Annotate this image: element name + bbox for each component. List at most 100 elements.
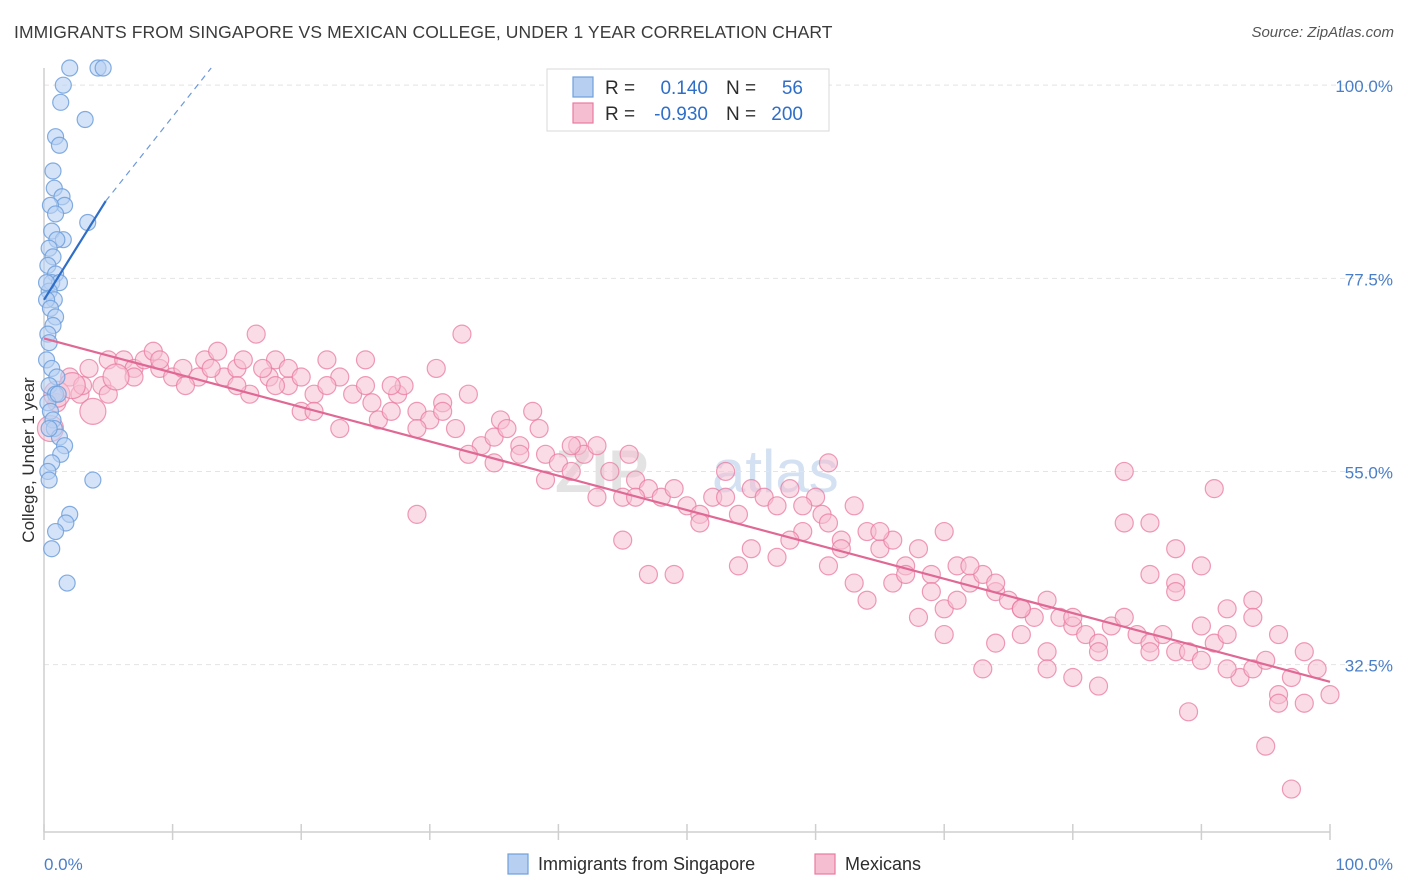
mexicans-point-157	[947, 590, 967, 610]
mexicans-point-28	[355, 376, 376, 396]
mexicans-point-195	[317, 376, 337, 396]
legend-r-label-1: R =	[605, 78, 635, 99]
singapore-point-51	[43, 540, 61, 558]
singapore-point-47	[84, 471, 102, 489]
mexicans-point-151	[1166, 582, 1186, 602]
bottom-legend-label-singapore: Immigrants from Singapore	[538, 854, 755, 874]
bottom-legend: Immigrants from Singapore Mexicans	[507, 853, 921, 875]
mexicans-point-73	[818, 513, 839, 533]
mexicans-point-80	[908, 539, 929, 559]
mexicans-point-68	[767, 496, 787, 516]
singapore-point-2	[94, 59, 112, 77]
mexicans-point-122	[986, 573, 1006, 593]
mexicans-point-64	[715, 461, 736, 482]
singapore-trend-line-extension	[105, 67, 212, 202]
singapore-point-50	[46, 522, 65, 541]
mexicans-point-60	[664, 479, 684, 499]
mexicans-point-110	[1294, 693, 1314, 713]
mexicans-points	[36, 324, 1340, 799]
mexicans-point-36	[426, 358, 446, 379]
legend-r-value-2: -0.930	[654, 104, 708, 125]
y-tick-label-1: 55.0%	[1345, 463, 1393, 482]
mexicans-point-104	[1217, 624, 1237, 645]
source-label: Source: ZipAtlas.com	[1251, 24, 1394, 41]
mexicans-point-112	[1320, 685, 1340, 705]
mexicans-point-138	[986, 633, 1006, 653]
bottom-legend-swatch-singapore	[507, 853, 529, 875]
mexicans-point-134	[1294, 642, 1314, 662]
mexicans-point-46	[523, 401, 543, 421]
legend-swatch-singapore	[572, 76, 594, 98]
legend-r-value-1: 0.140	[660, 78, 708, 99]
mexicans-point-141	[1140, 642, 1160, 662]
mexicans-point-194	[291, 367, 311, 387]
mexicans-point-115	[728, 556, 749, 576]
mexicans-point-65	[728, 504, 749, 524]
mexicans-point-128	[1140, 513, 1160, 533]
mexicans-point-119	[908, 607, 929, 627]
mexicans-point-173	[535, 470, 556, 490]
mexicans-point-144	[1217, 659, 1237, 679]
mexicans-point-153	[1140, 564, 1160, 585]
mexicans-point-193	[265, 376, 286, 396]
mexicans-point-169	[638, 564, 659, 585]
singapore-point-4	[52, 93, 70, 111]
mexicans-point-127	[1114, 513, 1134, 533]
mexicans-point-17	[233, 350, 253, 370]
mexicans-point-39	[452, 324, 472, 344]
mexicans-point-large-3	[79, 397, 107, 425]
mexicans-point-139	[1037, 659, 1057, 679]
mexicans-point-188	[150, 350, 170, 370]
bottom-legend-label-mexicans: Mexicans	[845, 854, 921, 874]
singapore-point-3	[54, 76, 72, 94]
legend-n-value-1: 56	[782, 78, 803, 99]
y-axis-label: College, Under 1 year	[19, 377, 38, 543]
mexicans-point-121	[960, 556, 980, 576]
mexicans-point-167	[690, 513, 710, 533]
mexicans-point-177	[433, 401, 453, 421]
mexicans-point-2	[79, 358, 99, 379]
mexicans-point-123	[1011, 624, 1031, 645]
mexicans-point-163	[793, 496, 813, 516]
mexicans-point-155	[1011, 599, 1031, 619]
mexicans-point-147	[1281, 779, 1302, 799]
mexicans-point-131	[1217, 599, 1237, 619]
mexicans-point-181	[330, 418, 350, 439]
mexicans-point-149	[1178, 702, 1199, 722]
mexicans-point-44	[497, 418, 517, 439]
mexicans-point-118	[857, 590, 877, 610]
legend-n-value-2: 200	[771, 104, 803, 125]
mexicans-point-47	[529, 418, 549, 439]
y-tick-label-0: 32.5%	[1345, 657, 1393, 676]
mexicans-point-133	[1268, 624, 1289, 645]
mexicans-point-132	[1243, 590, 1263, 610]
mexicans-point-158	[921, 582, 941, 602]
mexicans-point-150	[1204, 479, 1224, 499]
mexicans-point-31	[381, 401, 401, 421]
singapore-point-46	[40, 471, 58, 489]
mexicans-point-160	[870, 521, 890, 542]
chart-title: IMMIGRANTS FROM SINGAPORE VS MEXICAN COL…	[14, 22, 833, 42]
mexicans-point-40	[458, 384, 478, 404]
singapore-point-54	[49, 385, 67, 403]
mexicans-point-170	[613, 530, 633, 550]
mexicans-point-53	[587, 436, 607, 456]
mexicans-point-38	[445, 418, 466, 439]
mexicans-point-186	[201, 358, 221, 379]
singapore-point-31	[40, 334, 58, 352]
mexicans-point-111	[1307, 659, 1327, 679]
mexicans-point-102	[1191, 650, 1212, 670]
mexicans-point-145	[1243, 607, 1263, 627]
mexicans-point-29	[362, 393, 382, 413]
mexicans-point-129	[1166, 539, 1186, 559]
x-axis-ticks	[43, 824, 1331, 840]
mexicans-point-171	[587, 487, 607, 507]
y-tick-label-2: 77.5%	[1345, 270, 1393, 289]
mexicans-point-180	[355, 350, 376, 370]
mexicans-point-140	[1088, 642, 1109, 662]
legend-r-label-2: R =	[605, 104, 635, 125]
mexicans-point-50	[561, 461, 581, 482]
mexicans-trend-line	[43, 337, 1331, 683]
mexicans-point-162	[818, 556, 839, 576]
